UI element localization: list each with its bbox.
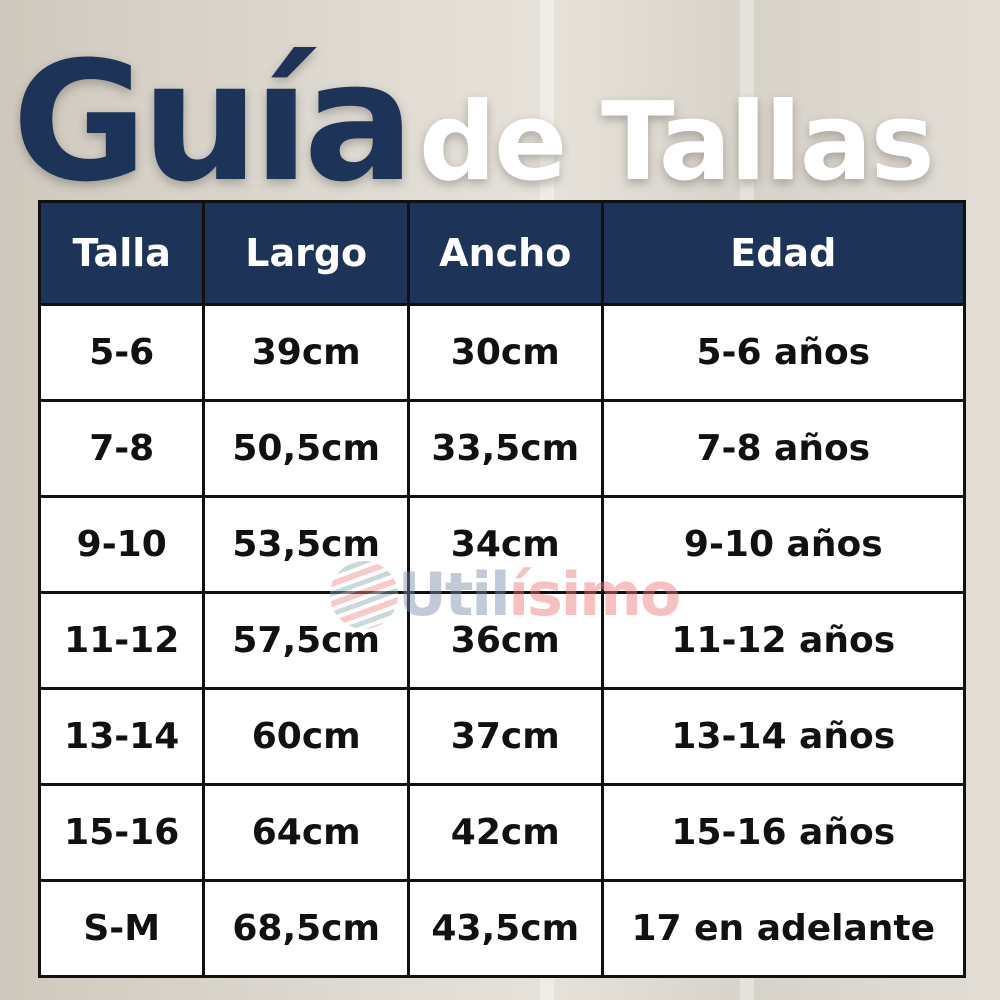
- cell-talla: 7-8: [37, 399, 206, 498]
- size-table: Talla Largo Ancho Edad 5-6 39cm 30cm 5-6 añ…: [37, 200, 967, 978]
- cell-largo: 64cm: [202, 783, 410, 882]
- cell-talla: 13-14: [37, 687, 206, 786]
- header-edad: Edad: [600, 200, 967, 306]
- cell-talla: 9-10: [37, 495, 206, 594]
- table-row: S-M 68,5cm 43,5cm 17 en adelante: [37, 879, 967, 978]
- cell-edad: 15-16 años: [600, 783, 967, 882]
- cell-ancho: 33,5cm: [406, 399, 604, 498]
- table-row: 5-6 39cm 30cm 5-6 años: [37, 303, 967, 402]
- cell-edad: 11-12 años: [600, 591, 967, 690]
- page-title: Guíade Tallas: [12, 40, 935, 205]
- table-row: 13-14 60cm 37cm 13-14 años: [37, 687, 967, 786]
- cell-ancho: 42cm: [406, 783, 604, 882]
- cell-ancho: 36cm: [406, 591, 604, 690]
- table-row: 9-10 53,5cm 34cm 9-10 años: [37, 495, 967, 594]
- header-ancho: Ancho: [406, 200, 604, 306]
- cell-talla: S-M: [37, 879, 206, 978]
- cell-ancho: 43,5cm: [406, 879, 604, 978]
- cell-talla: 11-12: [37, 591, 206, 690]
- cell-largo: 50,5cm: [202, 399, 410, 498]
- cell-talla: 5-6: [37, 303, 206, 402]
- table-row: 11-12 57,5cm 36cm 11-12 años: [37, 591, 967, 690]
- table-row: 15-16 64cm 42cm 15-16 años: [37, 783, 967, 882]
- cell-edad: 7-8 años: [600, 399, 967, 498]
- cell-largo: 53,5cm: [202, 495, 410, 594]
- cell-edad: 5-6 años: [600, 303, 967, 402]
- cell-ancho: 34cm: [406, 495, 604, 594]
- header-row: Talla Largo Ancho Edad: [37, 200, 967, 306]
- cell-edad: 9-10 años: [600, 495, 967, 594]
- title-part1: Guía: [12, 26, 415, 218]
- cell-ancho: 30cm: [406, 303, 604, 402]
- table-row: 7-8 50,5cm 33,5cm 7-8 años: [37, 399, 967, 498]
- cell-largo: 39cm: [202, 303, 410, 402]
- header-largo: Largo: [202, 200, 410, 306]
- cell-talla: 15-16: [37, 783, 206, 882]
- cell-largo: 68,5cm: [202, 879, 410, 978]
- cell-ancho: 37cm: [406, 687, 604, 786]
- cell-largo: 60cm: [202, 687, 410, 786]
- header-talla: Talla: [37, 200, 206, 306]
- title-part2: de Tallas: [418, 80, 935, 205]
- cell-edad: 13-14 años: [600, 687, 967, 786]
- cell-edad: 17 en adelante: [600, 879, 967, 978]
- cell-largo: 57,5cm: [202, 591, 410, 690]
